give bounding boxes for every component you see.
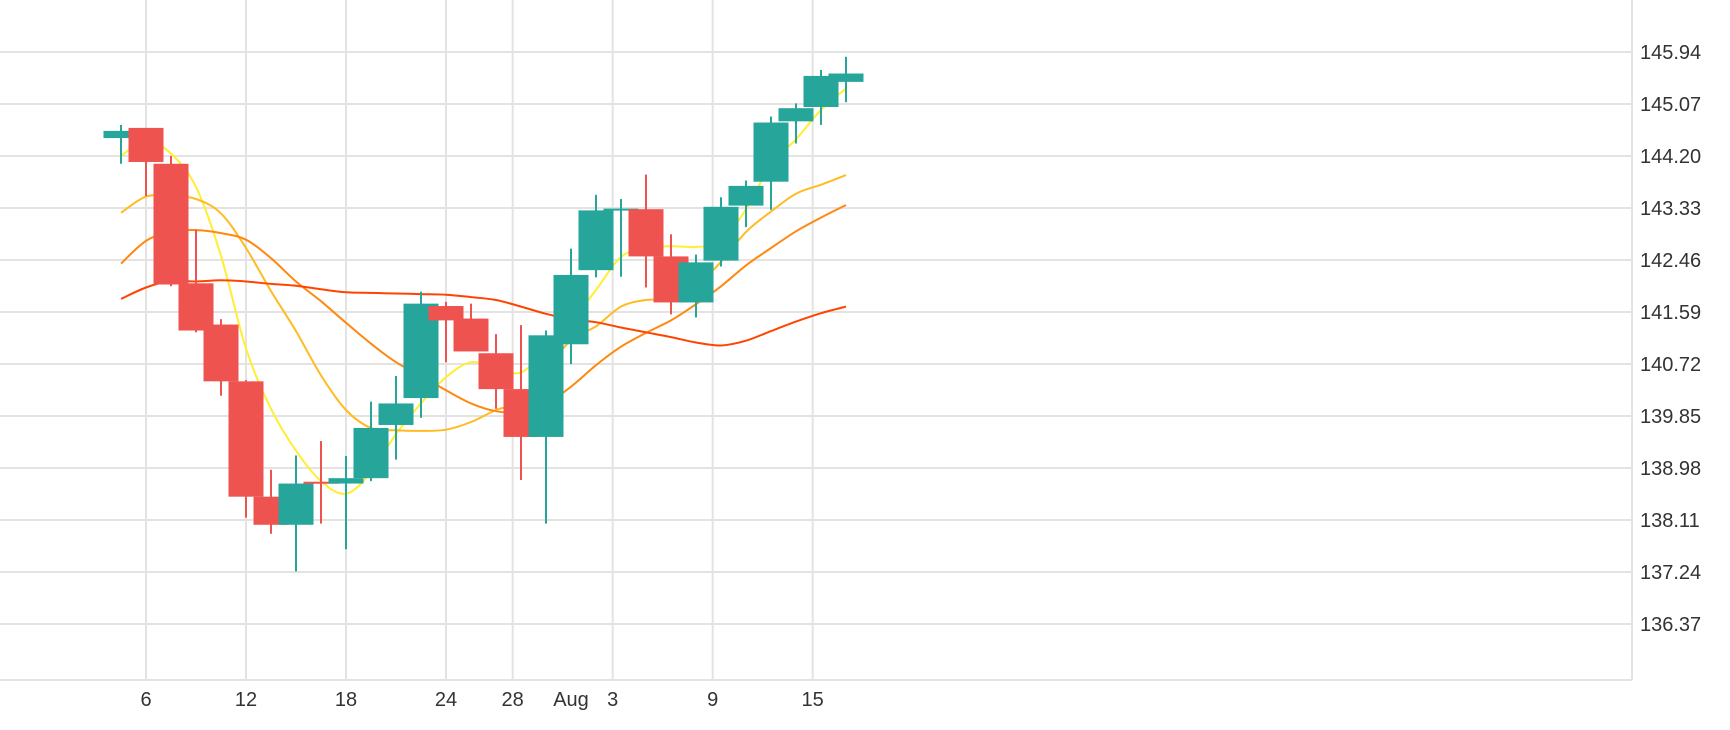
candle-up <box>278 455 314 572</box>
candle-up <box>378 375 414 460</box>
candle-body <box>328 478 364 484</box>
candle-body <box>603 208 639 211</box>
y-tick-label: 140.72 <box>1640 354 1701 376</box>
moving-average-line <box>120 204 847 414</box>
candle-body <box>728 185 764 206</box>
candle-body <box>153 163 189 285</box>
y-tick-label: 142.46 <box>1640 250 1701 272</box>
candle-up <box>703 197 739 267</box>
y-axis: 136.37 137.24 138.11 138.98 139.85 140.72 141.… <box>1640 42 1701 636</box>
y-tick-label: 138.98 <box>1640 458 1701 480</box>
candle-body <box>778 108 814 122</box>
x-tick-label: 15 <box>802 689 824 711</box>
candle-down <box>628 174 664 288</box>
candle-up <box>353 401 389 482</box>
candle-body <box>528 335 564 437</box>
candle-body <box>478 353 514 390</box>
x-tick-label: Aug <box>553 689 589 711</box>
x-tick-label: 6 <box>140 689 151 711</box>
candle-body <box>228 381 264 497</box>
candle-body <box>353 427 389 479</box>
candle-body <box>453 318 489 352</box>
x-axis: 6 12 18 24 28 Aug 3 9 15 <box>140 689 823 711</box>
y-tick-label: 137.24 <box>1640 562 1701 584</box>
candle-down <box>178 229 214 333</box>
candle-body <box>428 306 464 321</box>
candle-body <box>578 210 614 271</box>
candle-up <box>728 180 764 228</box>
candle-down <box>203 319 239 396</box>
candle-body <box>103 130 139 139</box>
candle-body <box>303 481 339 484</box>
candle-body <box>178 283 214 331</box>
x-tick-label: 28 <box>502 689 524 711</box>
candle-body <box>678 262 714 303</box>
y-tick-label: 145.07 <box>1640 94 1701 116</box>
x-tick-label: 3 <box>607 689 618 711</box>
candle-up <box>528 330 564 524</box>
x-tick-label: 12 <box>235 689 257 711</box>
candle-up <box>828 56 864 103</box>
candle-down <box>428 301 464 363</box>
y-tick-label: 139.85 <box>1640 406 1701 428</box>
candles <box>103 56 864 572</box>
candle-down <box>128 127 164 197</box>
candle-up <box>778 103 814 144</box>
candle-up <box>578 194 614 278</box>
y-tick-label: 143.33 <box>1640 198 1701 220</box>
candle-up <box>678 254 714 318</box>
candle-up <box>328 456 364 550</box>
y-tick-label: 141.59 <box>1640 302 1701 324</box>
candle-body <box>378 403 414 425</box>
candle-down <box>453 303 489 352</box>
candle-up <box>753 116 789 210</box>
candle-body <box>753 122 789 182</box>
y-tick-label: 136.37 <box>1640 614 1701 636</box>
candle-body <box>628 209 664 257</box>
candle-down <box>303 441 339 524</box>
candle-up <box>553 248 589 364</box>
candle-body <box>128 127 164 162</box>
candle-down <box>153 156 189 287</box>
candle-down <box>228 380 264 518</box>
y-tick-label: 144.20 <box>1640 146 1701 168</box>
candle-down <box>478 334 514 409</box>
x-tick-label: 9 <box>707 689 718 711</box>
candle-body <box>203 324 239 382</box>
x-tick-label: 24 <box>435 689 457 711</box>
candle-up <box>603 199 639 277</box>
candle-body <box>553 274 589 345</box>
y-tick-label: 138.11 <box>1640 510 1700 532</box>
moving-average-line <box>120 279 847 347</box>
candle-up <box>103 124 139 164</box>
candle-body <box>278 483 314 525</box>
candle-body <box>828 73 864 82</box>
x-tick-label: 18 <box>335 689 357 711</box>
candle-body <box>703 206 739 261</box>
y-tick-label: 145.94 <box>1640 42 1701 64</box>
